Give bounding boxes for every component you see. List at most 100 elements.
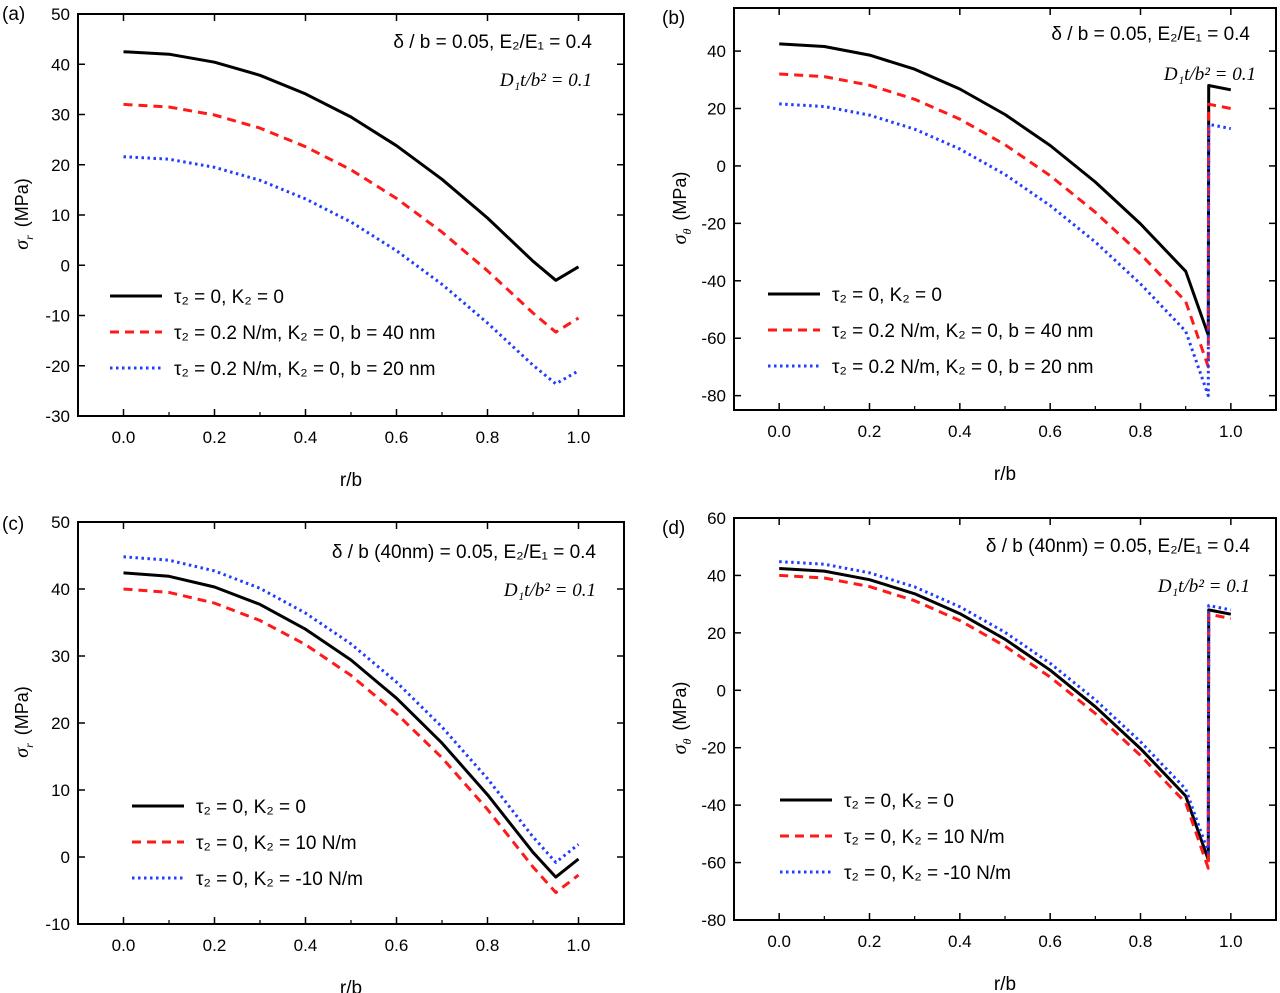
y-tick-label: 50: [51, 513, 70, 532]
x-tick-label: 0.4: [948, 422, 972, 441]
x-axis-label: r/b: [994, 974, 1016, 993]
series-line-dotted: [779, 560, 1232, 854]
x-axis-label: r/b: [340, 470, 362, 491]
y-tick-label: 0: [61, 848, 70, 867]
y-tick-label: 0: [717, 681, 726, 700]
y-axis-label: σθ (MPa): [669, 682, 694, 755]
legend-entry: τ₂ = 0, K₂ = 10 N/m: [844, 827, 1005, 848]
y-axis-symbol: σ: [11, 747, 33, 758]
series-line-dotted: [123, 555, 580, 864]
y-axis-subscript: θ: [680, 739, 694, 745]
x-tick-label: 0.6: [385, 936, 409, 955]
y-axis-symbol: σ: [11, 239, 33, 250]
y-tick-label: -80: [701, 911, 726, 930]
panel-label: (a): [2, 4, 25, 25]
y-tick-label: 40: [707, 566, 726, 585]
y-axis-label: σr (MPa): [11, 178, 36, 250]
y-axis-unit: (MPa): [12, 686, 32, 735]
y-tick-label: -80: [701, 387, 726, 406]
legend-entry: τ₂ = 0, K₂ = 0: [832, 285, 942, 306]
y-tick-label: 30: [51, 647, 70, 666]
y-tick-label: -20: [701, 739, 726, 758]
x-tick-label: 1.0: [567, 428, 591, 447]
y-tick-label: -30: [45, 407, 70, 426]
params-annotation: δ / b (40nm) = 0.05, E₂/E₁ = 0.4: [986, 536, 1251, 557]
params-annotation: δ / b = 0.05, E₂/E₁ = 0.4: [393, 32, 592, 53]
legend-entry: τ₂ = 0.2 N/m, K₂ = 0, b = 20 nm: [174, 359, 435, 380]
y-tick-label: -60: [701, 329, 726, 348]
y-tick-label: 40: [51, 55, 70, 74]
x-tick-label: 0.0: [112, 428, 136, 447]
d-annotation: D₁t/b² = 0.1: [499, 70, 592, 91]
legend-entry: τ₂ = 0, K₂ = 0: [174, 287, 284, 308]
legend-entry: τ₂ = 0.2 N/m, K₂ = 0, b = 40 nm: [832, 321, 1093, 342]
series-line-solid: [123, 571, 580, 879]
x-tick-label: 0.6: [1038, 422, 1062, 441]
x-tick-label: 0.2: [203, 428, 227, 447]
panel-d: 0.0 0.2 0.4 0.6 0.8 1.0 -80 -60 -40 -20 0 20 40 60 (d)…: [662, 509, 1277, 993]
params-annotation: δ / b = 0.05, E₂/E₁ = 0.4: [1051, 24, 1250, 45]
y-tick-label: 20: [51, 714, 70, 733]
y-axis-subscript: θ: [680, 229, 694, 235]
series-line-dotted: [123, 155, 580, 386]
series-line-solid: [123, 50, 580, 282]
params-annotation: δ / b (40nm) = 0.05, E₂/E₁ = 0.4: [332, 542, 597, 563]
y-axis-unit: (MPa): [670, 682, 690, 731]
x-tick-label: 0.0: [767, 932, 791, 951]
legend-entry: τ₂ = 0.2 N/m, K₂ = 0, b = 20 nm: [832, 357, 1093, 378]
x-tick-label: 0.2: [203, 936, 227, 955]
series-line-solid: [779, 567, 1232, 862]
y-axis-unit: (MPa): [12, 178, 32, 227]
panel-label: (b): [662, 8, 685, 29]
y-axis-subscript: r: [22, 235, 36, 240]
legend-entry: τ₂ = 0, K₂ = -10 N/m: [844, 863, 1011, 884]
x-tick-label: 0.2: [858, 422, 882, 441]
x-tick-label: 0.8: [476, 936, 500, 955]
d-annotation: D₁t/b² = 0.1: [1157, 576, 1250, 597]
y-axis-symbol: σ: [669, 743, 691, 754]
legend-entry: τ₂ = 0.2 N/m, K₂ = 0, b = 40 nm: [174, 323, 435, 344]
y-tick-label: 10: [51, 206, 70, 225]
y-tick-label: 10: [51, 781, 70, 800]
series-line-dotted: [779, 102, 1232, 398]
y-axis-unit: (MPa): [670, 172, 690, 221]
y-tick-label: 40: [707, 42, 726, 61]
d-annotation: D₁t/b² = 0.1: [1163, 64, 1256, 85]
x-tick-label: 1.0: [567, 936, 591, 955]
y-tick-label: 0: [717, 157, 726, 176]
x-tick-label: 0.4: [294, 936, 318, 955]
panel-label: (c): [2, 514, 24, 535]
legend-entry: τ₂ = 0, K₂ = 0: [844, 791, 954, 812]
y-tick-label: -60: [701, 854, 726, 873]
series-line-dashed: [123, 587, 580, 894]
y-tick-label: 0: [61, 256, 70, 275]
y-tick-label: 60: [707, 509, 726, 528]
legend-entry: τ₂ = 0, K₂ = -10 N/m: [196, 869, 363, 890]
x-tick-label: 0.0: [112, 936, 136, 955]
x-tick-label: 0.4: [948, 932, 972, 951]
x-tick-label: 0.8: [476, 428, 500, 447]
y-tick-label: -10: [45, 915, 70, 934]
y-tick-label: 20: [707, 100, 726, 119]
y-tick-label: 40: [51, 580, 70, 599]
x-tick-label: 0.2: [858, 932, 882, 951]
x-tick-label: 0.0: [767, 422, 791, 441]
d-annotation: D₁t/b² = 0.1: [503, 580, 596, 601]
x-tick-label: 0.8: [1129, 932, 1153, 951]
x-tick-label: 0.6: [1038, 932, 1062, 951]
y-axis-subscript: r: [22, 743, 36, 748]
series-line-dashed: [779, 573, 1232, 870]
y-tick-label: -10: [45, 307, 70, 326]
y-tick-label: 50: [51, 5, 70, 24]
x-axis-label: r/b: [994, 464, 1016, 485]
panel-b: 0.0 0.2 0.4 0.6 0.8 1.0 -80 -60 -40 -20 0 20 40 (b) r/…: [662, 7, 1277, 485]
x-tick-label: 1.0: [1219, 422, 1243, 441]
y-tick-label: -40: [701, 272, 726, 291]
y-tick-label: 20: [707, 624, 726, 643]
y-axis-symbol: σ: [669, 233, 691, 244]
y-tick-label: -20: [701, 214, 726, 233]
x-tick-label: 0.4: [294, 428, 318, 447]
legend-entry: τ₂ = 0, K₂ = 0: [196, 797, 306, 818]
legend-entry: τ₂ = 0, K₂ = 10 N/m: [196, 833, 357, 854]
